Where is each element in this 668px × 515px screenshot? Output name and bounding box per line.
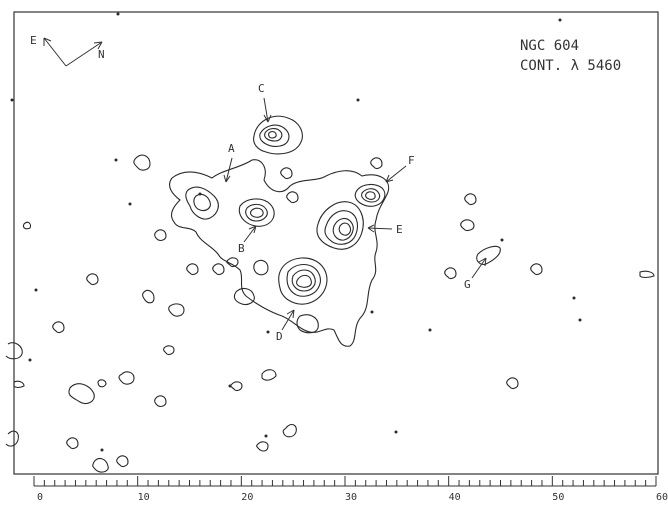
scale-tick-label: 60 xyxy=(656,492,668,503)
compass-north-label: N xyxy=(98,48,105,61)
feature-label-c: C xyxy=(258,82,265,95)
map-frame xyxy=(13,11,659,475)
scale-bar: 0 10 20 30 40 50 60 xyxy=(33,476,668,503)
scale-tick-label: 40 xyxy=(449,492,461,503)
feature-label-e: E xyxy=(396,223,403,236)
scale-tick-label: 0 xyxy=(37,492,43,503)
scale-tick-label: 50 xyxy=(552,492,564,503)
noise-dots xyxy=(10,12,582,452)
knot-c-contours xyxy=(253,115,303,155)
figure-title: NGC 604 xyxy=(520,38,579,54)
isolated-contours xyxy=(5,154,655,473)
compass-rose: E N xyxy=(30,34,105,67)
feature-label-a: A xyxy=(228,142,235,155)
feature-label-f: F xyxy=(408,154,415,167)
compass-east-label: E xyxy=(30,34,37,47)
main-contour-complex xyxy=(169,159,390,347)
scale-tick-label: 20 xyxy=(241,492,253,503)
feature-label-d: D xyxy=(276,330,283,343)
scale-tick-label: 30 xyxy=(345,492,357,503)
feature-label-g: G xyxy=(464,278,471,291)
feature-labels: A B C D E F G xyxy=(223,82,487,343)
knot-g-contour xyxy=(476,245,501,265)
scale-tick-label: 10 xyxy=(138,492,150,503)
feature-label-b: B xyxy=(238,242,245,255)
figure-subtitle: CONT. λ 5460 xyxy=(520,58,621,74)
